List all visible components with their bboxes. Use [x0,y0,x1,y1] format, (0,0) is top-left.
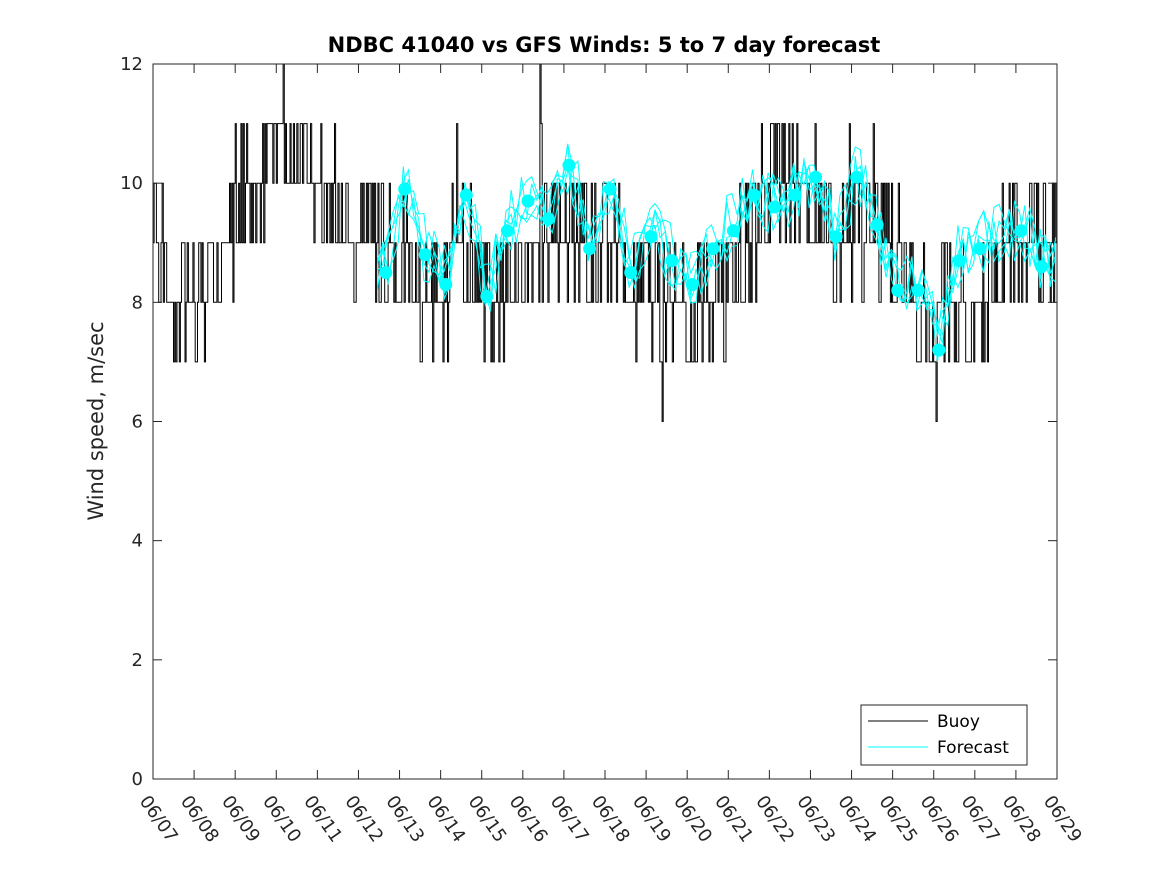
forecast-point-21 [788,188,802,202]
x-tick-label-18: 06/25 [875,792,922,847]
forecast-point-13 [624,266,638,279]
forecast-point-5 [459,188,473,202]
x-tick-label-19: 06/26 [916,792,963,847]
y-tick-label-10: 10 [120,173,143,194]
plot-background [153,64,1057,779]
x-tick-label-16: 06/23 [792,792,839,847]
forecast-point-19 [747,188,761,202]
y-tick-label-6: 6 [132,412,143,433]
x-tick-label-3: 06/10 [258,792,305,847]
x-tick-label-9: 06/16 [505,792,552,847]
forecast-point-12 [603,182,617,196]
forecast-point-3 [418,248,432,262]
forecast-point-8 [521,194,535,208]
y-tick-label-8: 8 [132,292,143,313]
forecast-line-1 [377,156,1057,336]
x-tick-label-14: 06/21 [710,792,757,847]
x-tick-label-21: 06/28 [998,792,1045,847]
forecast-point-6 [480,289,494,303]
x-tick-label-1: 06/08 [176,792,223,847]
forecast-point-18 [726,224,740,238]
legend: Buoy Forecast [860,704,1028,766]
x-tick-label-11: 06/18 [587,792,634,847]
x-tick-label-6: 06/13 [381,792,428,847]
forecast-point-1 [379,266,393,279]
x-tick-label-10: 06/17 [546,792,593,847]
x-tick-label-22: 06/29 [1039,792,1086,847]
y-tick-label-12: 12 [120,54,143,75]
legend-box [860,704,1028,766]
forecast-point-20 [768,200,781,214]
forecast-point-16 [685,278,699,291]
forecast-point-25 [870,218,884,232]
forecast-point-28 [932,343,946,357]
plot-area [153,64,1057,779]
forecast-line-5 [377,164,1057,344]
forecast-point-32 [1035,260,1049,274]
forecast-point-23 [829,230,843,244]
y-tick-label-2: 2 [132,650,143,671]
legend-forecast-label: Forecast [937,738,1009,758]
x-tick-label-5: 06/12 [340,792,387,847]
chart-title: NDBC 41040 vs GFS Winds: 5 to 7 day fore… [328,33,881,57]
x-tick-label-12: 06/19 [628,792,675,847]
forecast-point-7 [500,224,514,238]
x-tick-label-20: 06/27 [957,792,1004,847]
x-tick-label-8: 06/15 [464,792,511,847]
y-tick-label-0: 0 [132,769,143,790]
legend-buoy-label: Buoy [937,712,980,732]
forecast-point-17 [706,242,720,256]
forecast-point-4 [439,278,453,291]
x-tick-label-4: 06/11 [299,792,346,847]
forecast-point-26 [891,283,905,297]
forecast-point-31 [1014,224,1028,238]
x-tick-label-15: 06/22 [751,792,798,847]
x-tick-label-2: 06/09 [217,792,264,847]
forecast-point-14 [644,230,658,244]
x-tick-label-13: 06/20 [669,792,716,847]
forecast-point-27 [911,283,925,297]
forecast-point-30 [973,242,987,256]
forecast-point-22 [809,170,823,184]
y-axis-label: Wind speed, m/sec [84,321,108,520]
forecast-point-24 [850,170,864,184]
forecast-point-10 [562,158,576,172]
y-tick-label-4: 4 [132,531,143,552]
forecast-point-15 [665,254,679,268]
forecast-point-2 [398,182,412,196]
forecast-series [377,143,1057,362]
x-tick-label-17: 06/24 [833,792,880,847]
forecast-point-11 [583,242,597,256]
x-tick-label-7: 06/14 [423,792,470,847]
x-tick-label-0: 06/07 [135,792,182,847]
forecast-point-9 [542,212,555,226]
forecast-point-29 [952,254,966,268]
